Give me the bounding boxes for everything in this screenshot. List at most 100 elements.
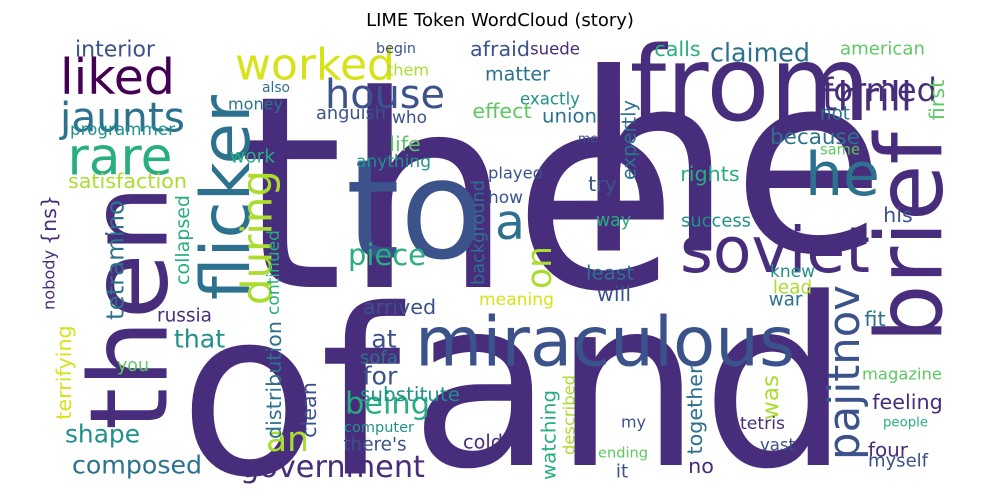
word-then: then <box>68 185 193 430</box>
word-union: union <box>542 105 597 128</box>
word-watching: watching <box>538 390 561 480</box>
word-collapsed: collapsed <box>172 195 194 285</box>
word-he: he <box>805 140 880 210</box>
word-not: not <box>820 104 850 125</box>
word-played: played <box>488 164 543 183</box>
word-meaning: meaning <box>479 290 554 310</box>
word-computer: computer <box>344 420 414 436</box>
word-substitute: substitute <box>360 382 460 406</box>
word-house: house <box>325 72 445 118</box>
word-piece: piece <box>348 238 426 272</box>
word-it: it <box>616 462 628 483</box>
word-who: who <box>392 107 427 127</box>
word-you: you <box>117 356 149 376</box>
word-claimed: claimed <box>710 38 810 68</box>
word-worked: worked <box>235 40 395 91</box>
word-magazine: magazine <box>862 365 942 384</box>
word-effect: effect <box>472 99 531 123</box>
word-no: no <box>688 454 714 478</box>
word-work: work <box>230 147 275 168</box>
word-first: first <box>925 80 949 120</box>
word-ending: ending <box>598 445 648 462</box>
word-vast: vast <box>760 436 795 455</box>
word-miraculous: miraculous <box>415 303 795 383</box>
word-matter: matter <box>485 63 550 86</box>
word-formed: formed <box>822 71 937 109</box>
word-suede: suede <box>530 40 580 59</box>
word-my: my <box>621 413 646 432</box>
word-satisfaction: satisfaction <box>68 169 187 193</box>
word-of: of <box>179 262 406 500</box>
word-tetramino: tetramino <box>101 200 130 320</box>
word-an: an <box>266 420 309 460</box>
word-there-s: there's <box>343 435 406 456</box>
word-together: together <box>683 365 707 455</box>
word-a: a <box>495 194 525 251</box>
word-continued: continued <box>264 230 284 315</box>
word-on: on <box>520 246 560 289</box>
word-myself: myself <box>868 451 929 472</box>
word-knew: knew <box>770 262 815 282</box>
word-for: for <box>363 362 398 391</box>
word-try: try <box>588 172 617 196</box>
word-expertly: expertly <box>618 100 641 180</box>
word-the: the <box>238 39 678 351</box>
word-at: at <box>371 325 397 354</box>
word-to: to <box>346 130 485 291</box>
word-brief: brief <box>857 130 964 343</box>
word-soviet: soviet <box>680 213 870 287</box>
word-feeling: feeling <box>872 390 942 414</box>
word-same: same <box>820 142 860 159</box>
word-life: life <box>389 132 421 156</box>
word-from: from <box>630 25 871 145</box>
word-terrifying: terrifying <box>52 325 76 419</box>
word-shape: shape <box>65 420 140 449</box>
word-distribution: distribution <box>262 321 286 439</box>
word-ns: {ns} <box>37 195 61 245</box>
word-he: he <box>575 21 885 310</box>
word-exactly: exactly <box>520 90 580 109</box>
word-will: will <box>597 282 631 306</box>
word-afraid: afraid <box>470 37 530 61</box>
word-american: american <box>840 39 925 60</box>
word-way: way <box>596 211 631 231</box>
word-cold: cold <box>463 431 503 454</box>
word-calls: calls <box>654 37 700 61</box>
word-lead: lead <box>773 278 812 299</box>
word-background: background <box>469 180 489 285</box>
word-nobody: nobody <box>40 250 59 310</box>
word-jaunts: jaunts <box>59 94 185 142</box>
word-because: because <box>770 125 860 150</box>
word-least: least <box>586 262 634 285</box>
word-and: and <box>410 249 850 500</box>
word-being: being <box>345 387 430 422</box>
word-tetris: tetris <box>740 414 785 434</box>
word-that: that <box>174 325 225 354</box>
word-during: during <box>233 170 282 305</box>
chart-title: LIME Token WordCloud (story) <box>366 10 634 31</box>
word-war: war <box>769 290 803 311</box>
word-composed: composed <box>72 451 202 480</box>
word-russia: russia <box>157 306 212 327</box>
word-also: also <box>262 80 290 96</box>
word-success: success <box>681 211 751 232</box>
word-me: me <box>578 131 598 146</box>
word-anguish: anguish <box>316 104 386 124</box>
word-clean: clean <box>297 382 321 438</box>
word-rare: rare <box>68 128 173 188</box>
word-sofa: sofa <box>360 348 398 369</box>
word-rights: rights <box>680 162 739 186</box>
word-thrill: thrill <box>822 75 912 121</box>
word-how: how <box>488 187 523 207</box>
word-liked: liked <box>60 49 175 106</box>
word-begin: begin <box>376 41 416 57</box>
word-money: money <box>228 95 283 114</box>
word-them: them <box>387 61 429 80</box>
word-pajitnov: pajitnov <box>820 285 870 460</box>
word-four: four <box>868 439 909 462</box>
word-described: described <box>560 375 579 455</box>
word-anything: anything <box>356 152 431 172</box>
word-programmer: programmer <box>70 119 175 139</box>
